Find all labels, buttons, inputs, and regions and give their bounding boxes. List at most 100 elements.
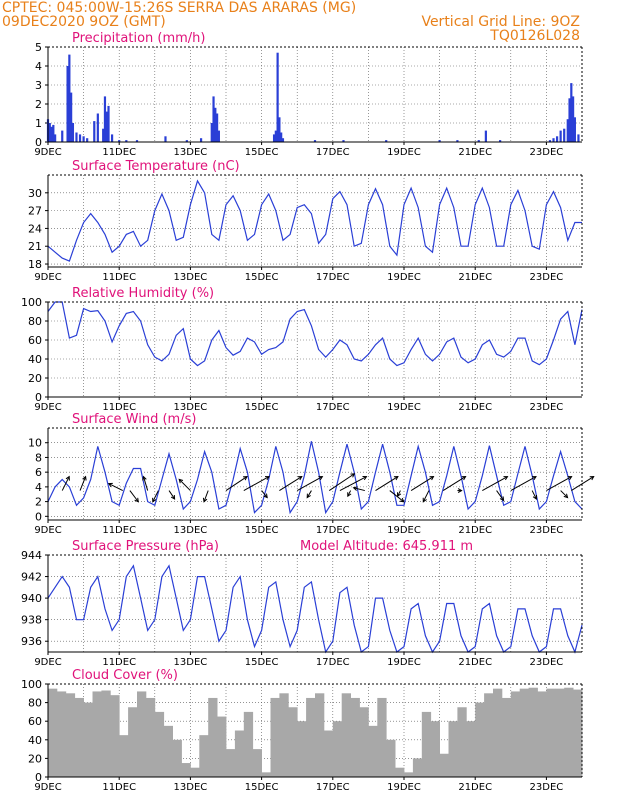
data-bar <box>278 117 281 142</box>
y-tick-label: 21 <box>28 240 42 253</box>
data-bar <box>457 707 467 777</box>
data-bar <box>270 697 280 777</box>
data-bar <box>172 739 182 777</box>
x-tick-label: 9DEC <box>34 657 61 668</box>
data-bar <box>577 134 580 142</box>
wind-arrow-head <box>457 488 463 493</box>
data-bar <box>484 693 494 777</box>
wind-arrow-head <box>503 476 509 481</box>
data-bar <box>281 138 285 142</box>
x-tick-label: 19DEC <box>387 147 421 158</box>
wind-arrow-head <box>202 497 208 503</box>
x-tick-label: 21DEC <box>458 782 492 793</box>
wind-arrow-head <box>107 482 113 488</box>
data-bar <box>559 130 562 142</box>
data-bar <box>154 711 165 777</box>
y-tick-label: 40 <box>28 734 42 747</box>
wind-arrow-head <box>352 486 358 491</box>
wind-arrow <box>306 490 312 498</box>
data-bar <box>276 52 279 143</box>
x-tick-label: 11DEC <box>102 147 136 158</box>
x-tick-label: 21DEC <box>458 657 492 668</box>
data-bar <box>135 140 139 142</box>
x-tick-label: 21DEC <box>458 402 492 413</box>
wind-arrow <box>546 476 572 491</box>
data-bar <box>243 711 254 777</box>
wind-arrow <box>510 476 537 491</box>
data-bar <box>137 691 147 777</box>
data-bar <box>105 111 108 142</box>
y-tick-label: 10 <box>28 437 42 450</box>
wind-arrow-head <box>362 476 368 481</box>
data-bar <box>234 730 245 777</box>
wind-arrow <box>261 490 268 498</box>
data-bar <box>430 721 440 777</box>
data-bar <box>563 128 566 142</box>
x-tick-label: 11DEC <box>102 657 136 668</box>
x-tick-label: 13DEC <box>174 782 208 793</box>
wind-arrow-head <box>397 492 402 498</box>
data-bar <box>56 691 67 777</box>
panel-title: Surface Temperature (nC) <box>72 159 240 174</box>
panel-title: Cloud Cover (%) <box>72 668 178 683</box>
data-bar <box>92 691 102 777</box>
data-bar <box>274 130 277 142</box>
y-tick-label: 8 <box>35 451 42 464</box>
data-bar <box>83 702 93 777</box>
data-bar <box>484 130 487 142</box>
x-tick-label: 15DEC <box>245 782 279 793</box>
x-tick-label: 15DEC <box>245 525 279 536</box>
wind-arrow-head <box>142 475 147 481</box>
data-bar <box>214 107 217 142</box>
wind-arrow <box>410 476 434 491</box>
y-tick-label: 80 <box>28 697 42 710</box>
wind-arrow <box>129 490 139 503</box>
x-tick-label: 21DEC <box>458 525 492 536</box>
panel-6 <box>45 683 583 780</box>
data-bar <box>216 113 219 142</box>
run-code: TQ0126L028 <box>490 28 580 44</box>
data-bar <box>572 96 575 142</box>
data-bar <box>199 138 203 142</box>
data-bar <box>54 134 57 142</box>
data-bar <box>279 693 289 777</box>
x-tick-label: 21DEC <box>458 272 492 283</box>
data-bar <box>548 140 552 142</box>
data-bar <box>52 124 55 142</box>
data-bar <box>477 140 480 142</box>
y-tick-label: 30 <box>28 187 42 200</box>
data-bar <box>552 138 555 142</box>
data-bar <box>48 123 51 142</box>
x-tick-label: 23DEC <box>530 147 564 158</box>
data-bar <box>110 695 120 777</box>
x-tick-label: 17DEC <box>316 272 350 283</box>
y-tick-label: 60 <box>28 334 42 347</box>
y-tick-label: 2 <box>35 496 42 509</box>
data-bar <box>50 126 53 142</box>
data-bar <box>65 693 76 777</box>
x-tick-label: 13DEC <box>174 147 208 158</box>
data-bar <box>313 140 317 142</box>
y-tick-label: 6 <box>35 466 42 479</box>
data-bar <box>181 763 191 777</box>
wind-arrow-head <box>65 475 70 481</box>
data-bar <box>566 119 569 142</box>
data-bar <box>71 123 75 142</box>
wind-arrow <box>79 476 87 491</box>
data-bar <box>395 767 405 777</box>
station-header: CPTEC: 045:00W-15:26S SERRA DAS ARARAS (… <box>2 0 357 16</box>
data-bar <box>421 711 432 777</box>
wind-arrow-head <box>82 475 87 481</box>
x-tick-label: 15DEC <box>245 657 279 668</box>
wind-arrow <box>389 490 405 503</box>
data-bar <box>119 735 129 777</box>
x-tick-label: 23DEC <box>530 402 564 413</box>
data-bar <box>107 105 110 142</box>
wind-arrow <box>279 476 303 491</box>
data-bar <box>164 136 167 142</box>
x-tick-label: 17DEC <box>316 147 350 158</box>
data-bar <box>66 66 69 142</box>
data-bar <box>163 725 173 777</box>
data-bar <box>297 721 307 777</box>
data-bar <box>564 687 574 777</box>
